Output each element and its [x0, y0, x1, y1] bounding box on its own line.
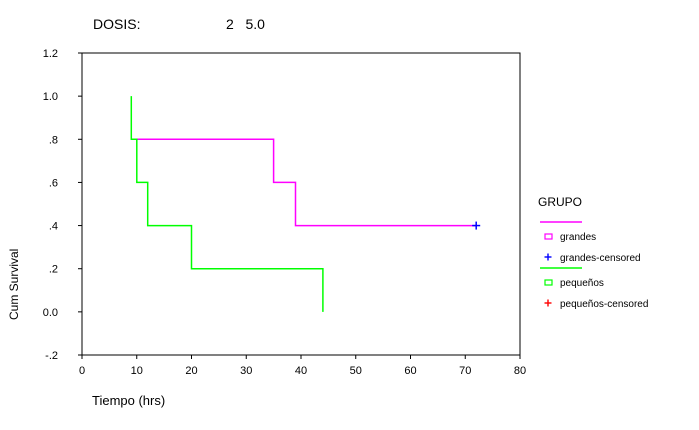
x-axis: 0 10 20 30 40 50 60 70 80 [79, 355, 526, 377]
x-tick-label: 60 [404, 365, 416, 377]
x-tick-label: 70 [459, 365, 471, 377]
dosis-value: 2 5.0 [226, 16, 265, 32]
dosis-label: DOSIS: [93, 16, 140, 32]
x-tick-label: 30 [240, 365, 252, 377]
y-tick-label: .2 [49, 264, 58, 276]
x-tick-label: 50 [350, 365, 362, 377]
y-tick-label: 0.0 [43, 307, 58, 319]
y-axis: 1.2 1.0 .8 .6 .4 .2 0.0 -.2 [43, 48, 82, 362]
legend-label-grandes: grandes [560, 232, 596, 243]
legend-marker-pequenos-censored [544, 299, 552, 307]
legend: GRUPO grandes grandes-censored pequeños peq… [538, 195, 648, 310]
legend-marker-grandes-censored [544, 253, 552, 261]
y-tick-label: -.2 [45, 350, 58, 362]
series-layer [130, 96, 481, 312]
x-tick-label: 20 [185, 365, 197, 377]
series-line-pequenos [130, 96, 324, 312]
legend-swatch-pequenos [544, 279, 553, 286]
y-tick-label: .8 [49, 134, 58, 146]
y-tick-label: .6 [49, 177, 58, 189]
legend-title: GRUPO [538, 195, 582, 209]
y-tick-label: .4 [49, 221, 58, 233]
y-axis-title: Cum Survival [7, 249, 21, 320]
x-tick-label: 0 [79, 365, 85, 377]
series-line-grandes [136, 138, 477, 227]
legend-label-grandes-censored: grandes-censored [560, 253, 641, 264]
y-tick-label: 1.0 [43, 91, 58, 103]
censor-mark-grandes [472, 221, 481, 230]
x-tick-label: 80 [514, 365, 526, 377]
y-tick-label: 1.2 [43, 48, 58, 60]
x-axis-title: Tiempo (hrs) [92, 393, 165, 408]
legend-label-pequenos-censored: pequeños-censored [560, 299, 648, 310]
legend-label-pequenos: pequeños [560, 278, 604, 289]
x-tick-label: 10 [131, 365, 143, 377]
legend-swatch-grandes [544, 233, 553, 240]
x-tick-label: 40 [295, 365, 307, 377]
